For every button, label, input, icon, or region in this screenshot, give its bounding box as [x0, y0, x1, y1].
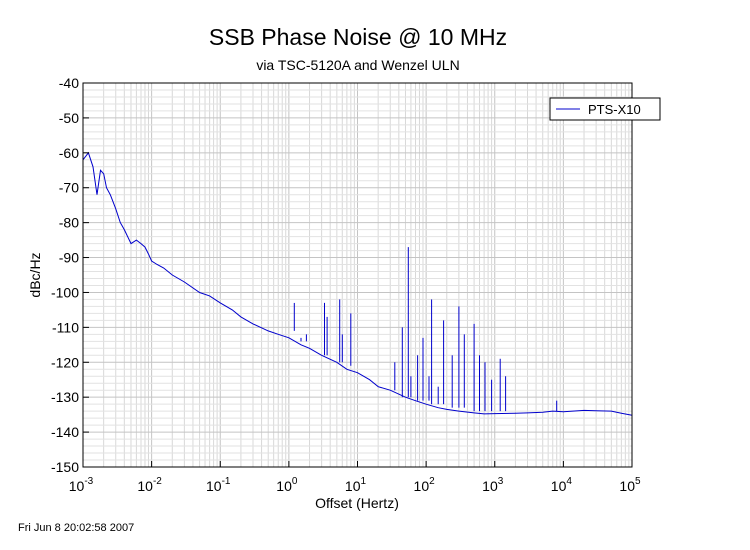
x-tick-label: 104 — [551, 476, 573, 494]
tick-layer — [82, 82, 633, 468]
y-tick-label: -110 — [52, 319, 79, 335]
x-tick-label: 101 — [345, 476, 367, 494]
x-axis-label: Offset (Hertz) — [315, 495, 399, 511]
y-tick-label: -90 — [59, 250, 79, 266]
x-tick-label: 105 — [619, 476, 641, 494]
chart-title: SSB Phase Noise @ 10 MHz — [208, 24, 508, 50]
legend-box — [549, 97, 661, 121]
y-tick-label: -60 — [59, 145, 79, 161]
legend-label: PTS-X10 — [588, 102, 641, 117]
y-tick-label: -120 — [51, 354, 79, 370]
y-tick-label: -150 — [51, 459, 79, 475]
x-tick-label: 10-3 — [69, 476, 94, 494]
y-tick-label: -80 — [59, 215, 79, 231]
y-tick-label: -100 — [51, 284, 79, 300]
y-tick-label: -70 — [59, 180, 79, 196]
y-axis-label: dBc/Hz — [27, 252, 43, 297]
x-tick-label: 10-1 — [206, 476, 231, 494]
y-tick-label: -130 — [51, 389, 79, 405]
x-tick-label: 102 — [414, 476, 436, 494]
timestamp: Fri Jun 8 20:02:58 2007 — [18, 522, 135, 534]
legend: PTS-X10 — [549, 97, 661, 121]
x-tick-label: 103 — [482, 476, 504, 494]
x-tick-label: 10-2 — [137, 476, 162, 494]
y-tick-label: -40 — [59, 75, 79, 91]
chart-subtitle: via TSC-5120A and Wenzel ULN — [256, 57, 460, 73]
grid-layer — [82, 82, 633, 468]
x-tick-label: 100 — [276, 476, 298, 494]
series-line-pts-x10 — [82, 151, 633, 416]
y-tick-label: -140 — [51, 424, 79, 440]
y-tick-label: -50 — [59, 110, 79, 126]
label-layer: 10-3 10-2 10-1 100 101 102 103 104 105 -40 -50 -60 -… — [51, 75, 641, 494]
series-layer — [82, 151, 633, 416]
